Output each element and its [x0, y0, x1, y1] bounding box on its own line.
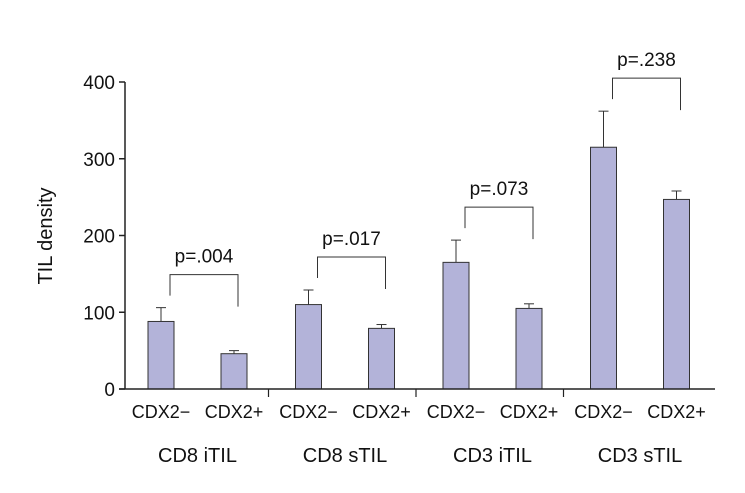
y-tick-label-200: 200 [83, 227, 115, 248]
bracket-2 [464, 206, 534, 240]
category-label-0-1: CDX2+ [205, 402, 264, 422]
group-label-3: CD3 sTIL [598, 445, 682, 467]
bar-0-0 [147, 320, 175, 390]
bar-0-1 [220, 353, 248, 390]
bracket-1 [317, 256, 386, 289]
p-value-0: p=.004 [175, 247, 234, 268]
group-label-1: CD8 sTIL [303, 445, 387, 467]
category-label-1-1: CDX2+ [352, 402, 411, 422]
y-tick-label-0: 0 [104, 380, 115, 401]
significance-brackets: p=.004 p=.017 p=.073 p=.238 [169, 50, 681, 307]
category-label-1-0: CDX2− [279, 402, 338, 422]
y-tick-label-400: 400 [83, 73, 115, 94]
group-label-2: CD3 iTIL [453, 445, 532, 467]
category-label-2-0: CDX2− [427, 402, 486, 422]
bar-3-1 [663, 198, 690, 390]
x-labels: CDX2− CDX2+ CD8 iTIL CDX2− CDX2+ CD8 sTIL CDX2… [119, 388, 715, 467]
bar-2-0 [442, 261, 470, 390]
y-ticks: 0 100 200 300 400 [83, 73, 125, 401]
y-axis: 0 100 200 300 400 [83, 73, 126, 401]
bar-1-0 [295, 304, 322, 390]
bar-1-1 [368, 327, 395, 390]
y-tick-label-300: 300 [83, 150, 115, 171]
bracket-3 [612, 77, 681, 111]
bar-2-1 [515, 307, 543, 390]
group-label-0: CD8 iTIL [158, 445, 237, 467]
bar-3-0 [590, 146, 617, 390]
p-value-1: p=.017 [322, 229, 381, 250]
category-label-2-1: CDX2+ [500, 402, 559, 422]
p-value-3: p=.238 [617, 50, 676, 71]
category-label-0-0: CDX2− [132, 402, 191, 422]
category-label-3-0: CDX2− [574, 402, 633, 422]
y-tick-label-100: 100 [83, 303, 115, 324]
bracket-0 [169, 274, 239, 307]
y-axis-label: TIL density [35, 187, 57, 284]
p-value-2: p=.073 [470, 179, 529, 200]
category-label-3-1: CDX2+ [647, 402, 706, 422]
